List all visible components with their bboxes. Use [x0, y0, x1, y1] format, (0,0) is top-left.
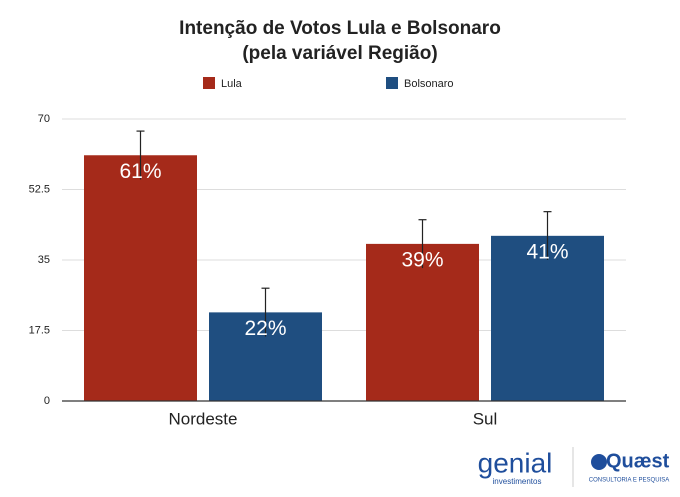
value-label: 41% — [526, 240, 568, 263]
legend-label: Lula — [221, 78, 243, 90]
y-tick-label: 17.5 — [29, 324, 50, 336]
bar — [366, 243, 479, 401]
legend-swatch — [203, 77, 215, 89]
value-label: 39% — [401, 248, 443, 271]
value-label: 22% — [244, 317, 286, 340]
chart-subtitle: (pela variável Região) — [242, 43, 437, 64]
legend-swatch — [386, 77, 398, 89]
bar — [491, 235, 604, 401]
y-tick-label: 70 — [38, 113, 50, 125]
y-tick-label: 52.5 — [29, 183, 50, 195]
bar — [84, 155, 197, 401]
chart-title: Intenção de Votos Lula e Bolsonaro — [179, 18, 501, 39]
logo-genial: genial — [478, 447, 553, 478]
logo-genial-sub: investimentos — [493, 477, 542, 486]
y-tick-label: 35 — [38, 254, 50, 266]
logo-quaest: Quæst — [606, 450, 670, 472]
legend-label: Bolsonaro — [404, 78, 454, 90]
x-tick-label: Nordeste — [169, 409, 238, 428]
value-label: 61% — [119, 160, 161, 183]
x-tick-label: Sul — [473, 409, 498, 428]
logo-quaest-sub: CONSULTORIA E PESQUISA — [589, 478, 669, 484]
logo-quaest-icon — [591, 454, 607, 470]
y-tick-label: 0 — [44, 395, 50, 407]
